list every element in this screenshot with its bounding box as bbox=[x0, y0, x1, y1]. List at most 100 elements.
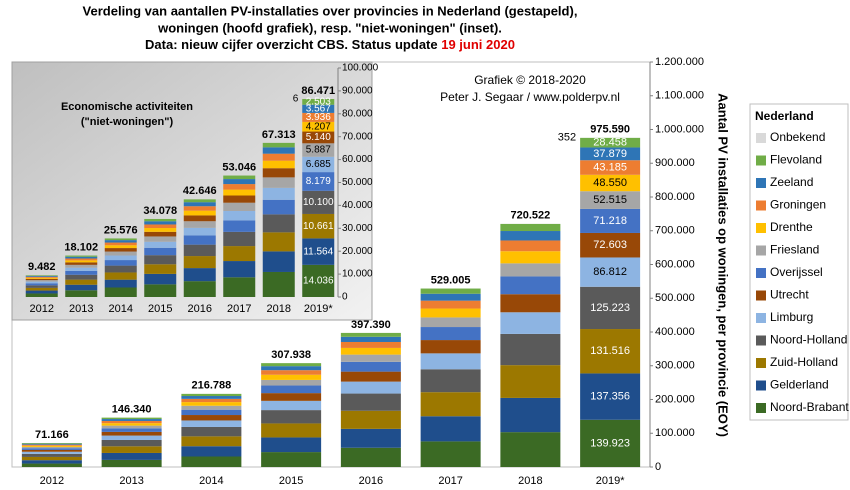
legend-swatch bbox=[756, 358, 766, 368]
bar-segment bbox=[340, 347, 401, 355]
value-label: 3.567 bbox=[306, 103, 331, 114]
total-label: 529.005 bbox=[431, 274, 471, 286]
bar-segment bbox=[420, 293, 481, 301]
bar-segment bbox=[65, 279, 98, 285]
bar-segment bbox=[580, 419, 641, 467]
bar-segment bbox=[420, 308, 481, 318]
bar-segment bbox=[183, 221, 216, 228]
bar-segment bbox=[302, 156, 335, 173]
bar-segment bbox=[302, 143, 335, 157]
bar-segment bbox=[181, 436, 242, 447]
bar-segment bbox=[580, 208, 641, 233]
bar-segment bbox=[223, 195, 256, 203]
x-tick-label: 2013 bbox=[69, 303, 93, 315]
total-label: 71.166 bbox=[35, 429, 69, 441]
bar-segment bbox=[25, 277, 58, 279]
bar-segment bbox=[302, 264, 335, 297]
y-tick-label: 30.000 bbox=[342, 223, 373, 234]
bar-segment bbox=[262, 177, 295, 188]
value-label: 48.550 bbox=[593, 177, 627, 189]
bar-segment bbox=[101, 431, 162, 436]
total-label: 9.482 bbox=[28, 261, 56, 273]
bar-segment bbox=[21, 460, 82, 464]
total-label: 34.078 bbox=[143, 205, 177, 217]
bar-segment bbox=[65, 260, 98, 263]
bar-segment bbox=[144, 264, 177, 274]
total-label: 975.590 bbox=[590, 124, 630, 136]
value-label: 37.879 bbox=[593, 148, 627, 160]
bar-segment bbox=[65, 274, 98, 280]
bar-segment bbox=[340, 410, 401, 429]
bar-segment bbox=[262, 199, 295, 215]
bar-segment bbox=[262, 153, 295, 161]
bar-segment bbox=[144, 247, 177, 256]
bar-segment bbox=[223, 277, 256, 297]
total-label: 307.938 bbox=[271, 349, 311, 361]
total-label: 146.340 bbox=[112, 404, 152, 416]
bar-segment bbox=[144, 255, 177, 265]
bar-segment bbox=[104, 287, 137, 297]
bar-segment bbox=[104, 279, 137, 288]
value-label: 6 bbox=[293, 94, 299, 105]
bar-segment bbox=[101, 452, 162, 460]
value-label: 71.218 bbox=[593, 215, 627, 227]
bar-segment bbox=[25, 283, 58, 286]
bar-segment bbox=[302, 112, 335, 122]
bar-segment bbox=[181, 409, 242, 416]
bar-segment bbox=[181, 402, 242, 406]
bar-segment bbox=[261, 379, 322, 386]
bar-segment bbox=[183, 227, 216, 236]
legend-label: Gelderland bbox=[770, 378, 829, 392]
legend-swatch bbox=[756, 380, 766, 391]
bar-segment bbox=[104, 251, 137, 256]
bar-segment bbox=[101, 425, 162, 429]
bar-segment bbox=[65, 270, 98, 275]
x-tick-label: 2016 bbox=[188, 303, 212, 315]
bar-segment bbox=[25, 290, 58, 294]
bar-segment bbox=[580, 147, 641, 161]
bar-segment bbox=[21, 443, 82, 445]
bar-segment bbox=[420, 353, 481, 370]
bar-segment bbox=[101, 417, 162, 420]
value-label: 137.356 bbox=[590, 391, 630, 403]
inset-title: Economische activiteiten bbox=[61, 101, 193, 113]
bar-segment bbox=[262, 251, 295, 272]
bar-segment bbox=[261, 410, 322, 424]
bar-segment bbox=[21, 444, 82, 446]
bar-segment bbox=[181, 393, 242, 397]
bar-segment bbox=[223, 202, 256, 211]
y-tick-label: 90.000 bbox=[342, 86, 373, 97]
x-tick-label: 2015 bbox=[279, 475, 303, 487]
bar-segment bbox=[183, 244, 216, 257]
bar-segment bbox=[223, 189, 256, 196]
bar-segment bbox=[302, 131, 335, 144]
bar-segment bbox=[183, 235, 216, 245]
bar-segment bbox=[181, 398, 242, 403]
bar-segment bbox=[420, 317, 481, 328]
total-label: 18.102 bbox=[64, 241, 98, 253]
bar-segment bbox=[144, 284, 177, 297]
bar-segment bbox=[580, 137, 641, 148]
bar-segment bbox=[500, 251, 561, 264]
bar-segment bbox=[261, 385, 322, 394]
bar-segment bbox=[144, 221, 177, 225]
value-label: 43.185 bbox=[593, 161, 627, 173]
title-line: Data: nieuw cijfer overzicht CBS. Status… bbox=[145, 37, 515, 52]
bar-segment bbox=[183, 206, 216, 211]
total-label: 397.390 bbox=[351, 319, 391, 331]
bar-segment bbox=[580, 160, 641, 175]
bar-segment bbox=[261, 393, 322, 401]
x-tick-label: 2014 bbox=[199, 475, 223, 487]
bar-segment bbox=[25, 285, 58, 288]
bar-segment bbox=[261, 366, 322, 371]
bar-segment bbox=[223, 184, 256, 190]
bar-segment bbox=[101, 439, 162, 447]
bar-segment bbox=[183, 281, 216, 297]
legend-swatch bbox=[756, 335, 766, 346]
legend-label: Flevoland bbox=[770, 153, 822, 167]
bar-segment bbox=[144, 231, 177, 237]
legend-label: Onbekend bbox=[770, 130, 825, 144]
value-label: 4.207 bbox=[306, 121, 331, 132]
bar-segment bbox=[181, 420, 242, 427]
